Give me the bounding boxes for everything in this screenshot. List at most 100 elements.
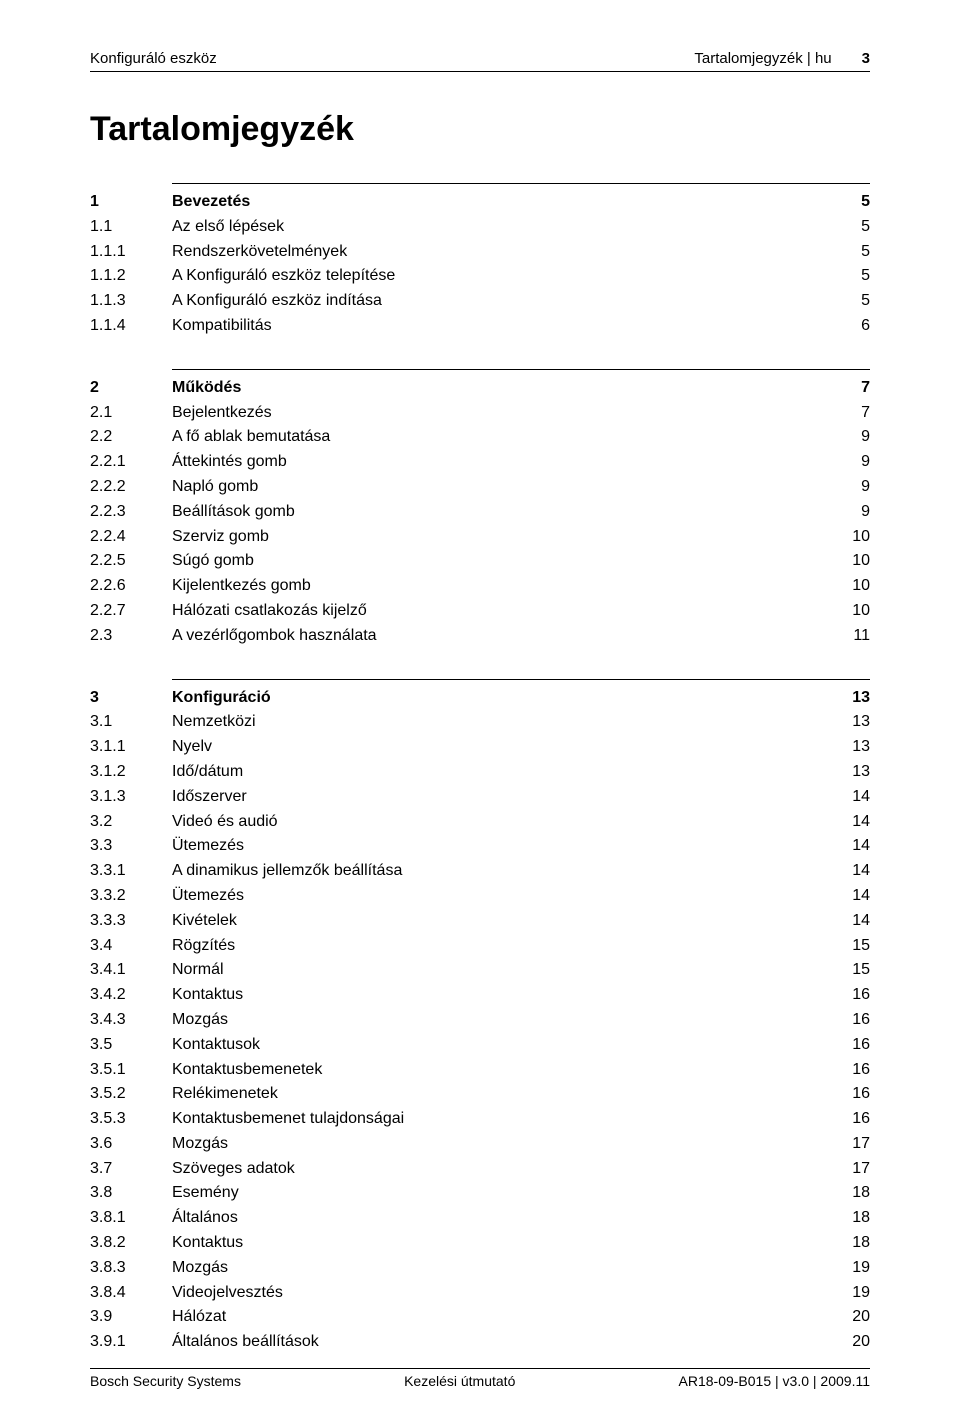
- doc-title: Tartalomjegyzék: [90, 110, 870, 149]
- toc-entry-number: 1.1: [90, 215, 172, 240]
- toc-entry-number: 2.3: [90, 624, 172, 649]
- toc-entry-page: 14: [820, 785, 870, 810]
- toc-entry-number: 3.1.3: [90, 785, 172, 810]
- toc-entry-title: Mozgás: [172, 1008, 820, 1033]
- toc-entry-number: 2.2: [90, 425, 172, 450]
- toc-entry-title: Szerviz gomb: [172, 525, 820, 550]
- toc-entry-page: 16: [820, 1033, 870, 1058]
- toc-entry-page: 13: [820, 760, 870, 785]
- toc-entry-title: Kontaktus: [172, 1231, 820, 1256]
- toc-entry-number: 3.5.2: [90, 1082, 172, 1107]
- table-of-contents: 1Bevezetés51.1Az első lépések51.1.1Rends…: [90, 183, 870, 1355]
- toc-entry-title: A fő ablak bemutatása: [172, 425, 820, 450]
- toc-entry-page: 16: [820, 1082, 870, 1107]
- toc-entry-page: 16: [820, 1008, 870, 1033]
- toc-entry-page: 14: [820, 884, 870, 909]
- toc-entry-number: 3.8: [90, 1181, 172, 1206]
- toc-entry: 3.8.3Mozgás19: [90, 1256, 870, 1281]
- toc-section-rule: [172, 369, 870, 370]
- toc-entry-title: A vezérlőgombok használata: [172, 624, 820, 649]
- toc-entry: 3.1.2Idő/dátum13: [90, 760, 870, 785]
- toc-section: 1Bevezetés51.1Az első lépések51.1.1Rends…: [90, 183, 870, 339]
- toc-entry: 3.3.3Kivételek14: [90, 909, 870, 934]
- toc-entry-number: 3.4: [90, 934, 172, 959]
- toc-entry-number: 3.4.1: [90, 958, 172, 983]
- toc-entry-title: Hálózat: [172, 1305, 820, 1330]
- toc-entry-title: Mozgás: [172, 1256, 820, 1281]
- toc-entry-number: 1: [90, 190, 172, 215]
- toc-entry: 3.3.2Ütemezés14: [90, 884, 870, 909]
- toc-entry: 3.8.4Videojelvesztés19: [90, 1281, 870, 1306]
- toc-entry-page: 7: [820, 401, 870, 426]
- toc-entry-title: Általános: [172, 1206, 820, 1231]
- toc-entry-title: Ütemezés: [172, 834, 820, 859]
- toc-entry-page: 5: [820, 215, 870, 240]
- toc-entry: 2.3A vezérlőgombok használata11: [90, 624, 870, 649]
- toc-entry-number: 3.4.2: [90, 983, 172, 1008]
- toc-entry-number: 3.5.3: [90, 1107, 172, 1132]
- toc-entry-title: Kijelentkezés gomb: [172, 574, 820, 599]
- toc-entry-title: Kontaktus: [172, 983, 820, 1008]
- toc-entry-title: Szöveges adatok: [172, 1157, 820, 1182]
- toc-entry: 3.8.2Kontaktus18: [90, 1231, 870, 1256]
- toc-entry-title: Nyelv: [172, 735, 820, 760]
- toc-entry-number: 3.8.3: [90, 1256, 172, 1281]
- toc-entry-title: Nemzetközi: [172, 710, 820, 735]
- toc-entry-title: Bejelentkezés: [172, 401, 820, 426]
- toc-entry-title: Beállítások gomb: [172, 500, 820, 525]
- toc-entry-title: Működés: [172, 376, 820, 401]
- toc-entry-number: 3.2: [90, 810, 172, 835]
- toc-entry-title: Konfiguráció: [172, 686, 820, 711]
- header-left: Konfiguráló eszköz: [90, 50, 217, 67]
- toc-entry-page: 17: [820, 1132, 870, 1157]
- page: Konfiguráló eszköz Tartalomjegyzék | hu …: [0, 0, 960, 1425]
- toc-entry-title: Hálózati csatlakozás kijelző: [172, 599, 820, 624]
- toc-entry: 2.2.5Súgó gomb10: [90, 549, 870, 574]
- toc-entry-page: 14: [820, 859, 870, 884]
- toc-entry: 2Működés7: [90, 376, 870, 401]
- toc-entry-number: 3.7: [90, 1157, 172, 1182]
- toc-entry-number: 3: [90, 686, 172, 711]
- toc-entry-number: 2.2.4: [90, 525, 172, 550]
- toc-entry: 3.5.2Relékimenetek16: [90, 1082, 870, 1107]
- header-right-label: Tartalomjegyzék | hu: [694, 50, 831, 67]
- toc-entry-title: Napló gomb: [172, 475, 820, 500]
- toc-entry-number: 3.8.2: [90, 1231, 172, 1256]
- toc-entry-page: 13: [820, 710, 870, 735]
- toc-entry: 3.3.1A dinamikus jellemzők beállítása14: [90, 859, 870, 884]
- toc-entry-page: 6: [820, 314, 870, 339]
- toc-entry-title: Relékimenetek: [172, 1082, 820, 1107]
- toc-entry-number: 3.1: [90, 710, 172, 735]
- toc-entry-number: 3.9: [90, 1305, 172, 1330]
- toc-entry-page: 15: [820, 958, 870, 983]
- toc-entry-title: Kompatibilitás: [172, 314, 820, 339]
- toc-entry: 3.5.3Kontaktusbemenet tulajdonságai16: [90, 1107, 870, 1132]
- toc-entry-page: 9: [820, 475, 870, 500]
- footer-left: Bosch Security Systems: [90, 1373, 241, 1389]
- toc-entry: 2.2A fő ablak bemutatása9: [90, 425, 870, 450]
- toc-entry-title: Videó és audió: [172, 810, 820, 835]
- toc-entry-page: 18: [820, 1231, 870, 1256]
- toc-entry-number: 3.3: [90, 834, 172, 859]
- toc-entry-page: 16: [820, 1107, 870, 1132]
- toc-entry-page: 10: [820, 549, 870, 574]
- toc-entry: 3.5Kontaktusok16: [90, 1033, 870, 1058]
- toc-entry-title: A dinamikus jellemzők beállítása: [172, 859, 820, 884]
- toc-entry-title: Súgó gomb: [172, 549, 820, 574]
- toc-entry-number: 3.4.3: [90, 1008, 172, 1033]
- toc-entry-page: 9: [820, 500, 870, 525]
- toc-entry: 3.5.1Kontaktusbemenetek16: [90, 1058, 870, 1083]
- toc-entry-number: 3.6: [90, 1132, 172, 1157]
- toc-entry: 2.2.4Szerviz gomb10: [90, 525, 870, 550]
- toc-entry-page: 11: [820, 624, 870, 649]
- toc-entry-number: 3.1.1: [90, 735, 172, 760]
- toc-entry: 3.4.2Kontaktus16: [90, 983, 870, 1008]
- toc-entry: 3.2Videó és audió14: [90, 810, 870, 835]
- toc-entry-page: 14: [820, 909, 870, 934]
- toc-entry-page: 5: [820, 264, 870, 289]
- toc-section: 3Konfiguráció133.1Nemzetközi133.1.1Nyelv…: [90, 679, 870, 1356]
- toc-entry-number: 3.3.3: [90, 909, 172, 934]
- toc-entry: 3.4.1Normál15: [90, 958, 870, 983]
- toc-entry: 3.7Szöveges adatok17: [90, 1157, 870, 1182]
- toc-entry-page: 18: [820, 1206, 870, 1231]
